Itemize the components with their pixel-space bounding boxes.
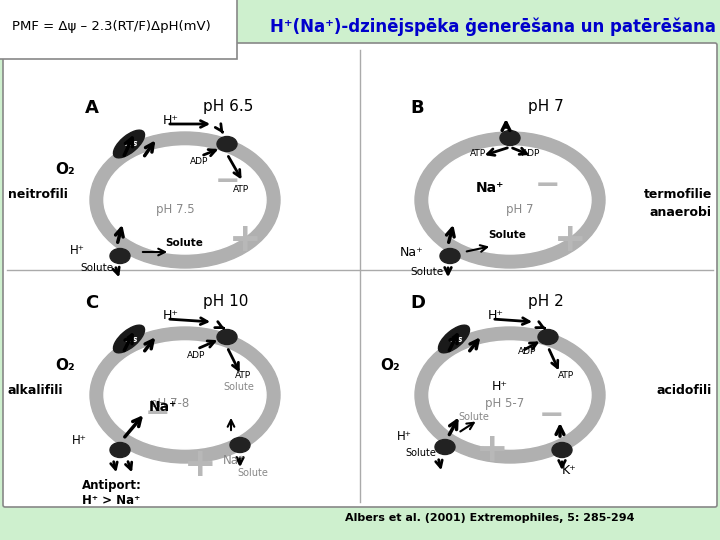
Text: H⁺: H⁺ — [163, 114, 179, 127]
Ellipse shape — [217, 329, 237, 345]
Text: A: A — [85, 99, 99, 117]
Text: +: + — [554, 221, 586, 259]
Text: ADP: ADP — [190, 158, 208, 166]
Text: Solute: Solute — [405, 448, 436, 458]
Text: Albers et al. (2001) Extremophiles, 5: 285-294: Albers et al. (2001) Extremophiles, 5: 2… — [346, 513, 635, 523]
Text: H⁺: H⁺ — [70, 244, 85, 256]
Text: ADP: ADP — [187, 350, 205, 360]
Text: +: + — [476, 431, 508, 469]
Text: res: res — [125, 334, 138, 343]
Ellipse shape — [415, 132, 605, 268]
Text: O₂: O₂ — [55, 357, 75, 373]
Ellipse shape — [438, 325, 469, 353]
Text: pH 10: pH 10 — [203, 294, 248, 309]
Ellipse shape — [440, 248, 460, 264]
Text: Na⁺: Na⁺ — [400, 246, 424, 259]
Text: D: D — [410, 294, 425, 312]
Ellipse shape — [104, 341, 266, 449]
Text: C: C — [85, 294, 98, 312]
Text: anaerobi: anaerobi — [650, 206, 712, 219]
Ellipse shape — [552, 442, 572, 457]
Ellipse shape — [435, 440, 455, 455]
Text: res: res — [125, 139, 138, 148]
Text: Solute: Solute — [165, 238, 203, 248]
Text: termofilie: termofilie — [644, 188, 712, 201]
Text: Solute: Solute — [223, 382, 254, 392]
Text: pH 2: pH 2 — [528, 294, 564, 309]
Text: ATP: ATP — [558, 370, 574, 380]
Text: pH 7-8: pH 7-8 — [150, 396, 189, 409]
Ellipse shape — [500, 131, 520, 145]
Text: res: res — [449, 334, 463, 343]
Ellipse shape — [217, 137, 237, 152]
Text: neitrofili: neitrofili — [8, 188, 68, 201]
Text: K⁺: K⁺ — [562, 463, 577, 476]
Text: Solute: Solute — [410, 267, 443, 277]
Text: −: − — [535, 171, 561, 199]
Text: H⁺: H⁺ — [72, 434, 87, 447]
Text: acidofili: acidofili — [657, 383, 712, 396]
Ellipse shape — [90, 327, 280, 463]
Ellipse shape — [415, 327, 605, 463]
Text: pH 6.5: pH 6.5 — [203, 99, 253, 114]
Ellipse shape — [114, 325, 145, 353]
Text: −: − — [215, 167, 240, 197]
Text: H⁺: H⁺ — [163, 309, 179, 322]
Text: H⁺: H⁺ — [488, 309, 504, 322]
Ellipse shape — [538, 329, 558, 345]
Text: H⁺ > Na⁺: H⁺ > Na⁺ — [82, 494, 140, 507]
Text: −: − — [144, 399, 170, 428]
FancyBboxPatch shape — [3, 43, 717, 507]
Text: Solute: Solute — [237, 468, 268, 478]
Text: ADP: ADP — [522, 150, 541, 159]
Text: +: + — [184, 446, 216, 484]
Text: B: B — [410, 99, 423, 117]
Ellipse shape — [110, 248, 130, 264]
Text: Solute: Solute — [80, 263, 113, 273]
Text: ATP: ATP — [235, 370, 251, 380]
Text: H⁺(Na⁺)-dzinējspēka ġenerēšana un patērēšana: H⁺(Na⁺)-dzinējspēka ġenerēšana un patērē… — [270, 18, 716, 37]
Text: pH 7: pH 7 — [528, 99, 564, 114]
Text: O₂: O₂ — [55, 163, 75, 178]
Text: pH 7: pH 7 — [506, 204, 534, 217]
Text: −: − — [539, 401, 564, 429]
Ellipse shape — [110, 442, 130, 457]
Text: alkalifili: alkalifili — [8, 383, 63, 396]
Ellipse shape — [429, 146, 591, 254]
Ellipse shape — [429, 341, 591, 449]
Text: pH 5-7: pH 5-7 — [485, 396, 525, 409]
Text: PMF = Δψ – 2.3(RT/F)ΔpH(mV): PMF = Δψ – 2.3(RT/F)ΔpH(mV) — [12, 20, 211, 33]
Text: Na⁺: Na⁺ — [223, 454, 245, 467]
Text: ATP: ATP — [233, 186, 249, 194]
Ellipse shape — [114, 130, 145, 158]
Text: O₂: O₂ — [380, 357, 400, 373]
Text: ADP: ADP — [518, 347, 536, 355]
Text: Na⁺: Na⁺ — [476, 181, 504, 195]
Text: pH 7.5: pH 7.5 — [156, 204, 194, 217]
Ellipse shape — [90, 132, 280, 268]
Text: +: + — [229, 221, 261, 259]
Text: Solute: Solute — [488, 230, 526, 240]
Text: ATP: ATP — [470, 150, 486, 159]
Text: Antiport:: Antiport: — [82, 478, 142, 491]
Text: H⁺: H⁺ — [492, 381, 508, 394]
Ellipse shape — [230, 437, 250, 453]
Text: Solute: Solute — [458, 412, 489, 422]
Text: H⁺: H⁺ — [397, 430, 412, 443]
Text: Na⁺: Na⁺ — [149, 400, 177, 414]
Ellipse shape — [104, 146, 266, 254]
